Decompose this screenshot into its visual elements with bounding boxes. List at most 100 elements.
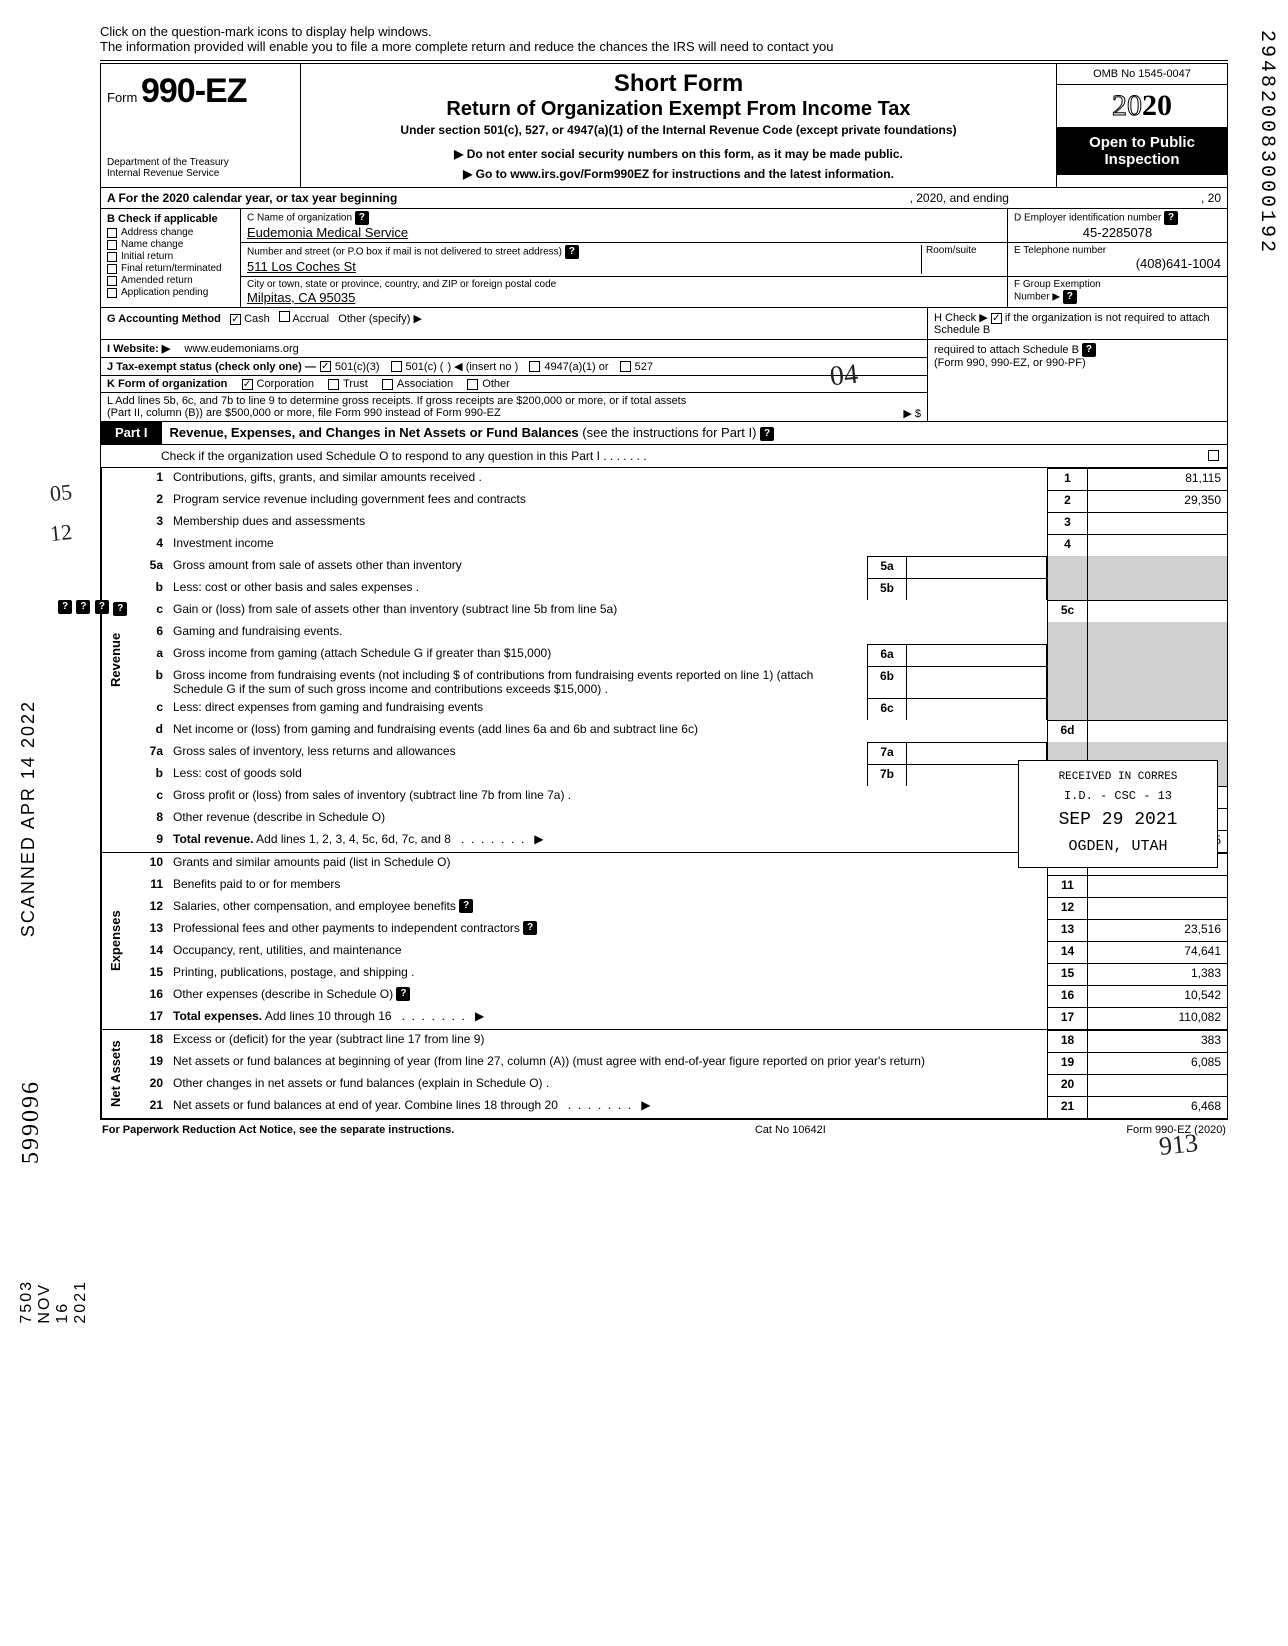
net-assets-section: Net Assets 18Excess or (deficit) for the…	[100, 1030, 1228, 1119]
chk-schedule-o[interactable]	[1208, 450, 1219, 461]
line-right-no-shade	[1047, 666, 1087, 698]
line-text: Gaming and fundraising events.	[169, 622, 1047, 644]
chk-501c[interactable]	[391, 361, 402, 372]
line-no: a	[129, 644, 169, 666]
part-1-tag: Part I	[101, 422, 162, 444]
footer-cat-no: Cat No 10642I	[755, 1124, 826, 1136]
help-icon[interactable]: ?	[1063, 290, 1077, 304]
line-right-no: 16	[1047, 985, 1087, 1007]
side-label-net-assets: Net Assets	[101, 1030, 129, 1118]
part-1-header: Part I Revenue, Expenses, and Changes in…	[100, 422, 1228, 445]
k-label: K Form of organization	[107, 378, 227, 390]
l-amount: ▶ $	[903, 407, 921, 420]
g-label: G Accounting Method	[107, 313, 221, 325]
help-icon[interactable]: ?	[565, 245, 579, 259]
line-text: Benefits paid to or for members	[169, 875, 1047, 897]
chk-other-org[interactable]	[467, 379, 478, 390]
line-text: Other expenses (describe in Schedule O) …	[169, 985, 1047, 1007]
addr-label: Number and street (or P.O box if mail is…	[247, 247, 562, 258]
line-right-no: 3	[1047, 512, 1087, 534]
help-icon[interactable]: ?	[396, 987, 410, 1001]
line-17: 17Total expenses. Add lines 10 through 1…	[129, 1007, 1227, 1029]
line-6c: cLess: direct expenses from gaming and f…	[129, 698, 1227, 720]
j-4947: 4947(a)(1) or	[544, 361, 608, 373]
line-right-val: 6,085	[1087, 1052, 1227, 1074]
line-5c: cGain or (loss) from sale of assets othe…	[129, 600, 1227, 622]
line-no: 1	[129, 468, 169, 490]
row-a-label: A For the 2020 calendar year, or tax yea…	[101, 188, 403, 208]
mini-line-val[interactable]	[907, 666, 1047, 698]
line-5a: 5aGross amount from sale of assets other…	[129, 556, 1227, 578]
e-label: E Telephone number	[1014, 245, 1106, 256]
chk-cash[interactable]: ✓	[230, 314, 241, 325]
line-12: 12Salaries, other compensation, and empl…	[129, 897, 1227, 919]
line-text: Total revenue. Add lines 1, 2, 3, 4, 5c,…	[169, 830, 1047, 852]
chk-amended-return[interactable]: Amended return	[107, 275, 234, 286]
help-icon[interactable]: ?	[459, 899, 473, 913]
help-icon[interactable]: ?	[58, 600, 72, 614]
handwritten-04: 04	[828, 359, 859, 394]
k-assoc: Association	[397, 378, 453, 390]
line-no: 8	[129, 808, 169, 830]
dln-number: 294820083000192	[1255, 30, 1278, 255]
chk-initial-return[interactable]: Initial return	[107, 251, 234, 262]
line-right-val-shade	[1087, 666, 1227, 698]
line-text: Less: cost of goods sold	[169, 764, 867, 786]
stamp-date: SEP 29 2021	[1033, 806, 1203, 835]
mini-line-val[interactable]	[907, 644, 1047, 666]
help-icon[interactable]: ?	[1164, 211, 1178, 225]
line-no: 5a	[129, 556, 169, 578]
room-suite-label: Room/suite	[921, 245, 1001, 274]
j-insert-no: ) ◀ (insert no )	[447, 360, 518, 373]
chk-schedule-b[interactable]: ✓	[991, 313, 1002, 324]
city-label: City or town, state or province, country…	[247, 279, 556, 290]
help-icon[interactable]: ?	[523, 921, 537, 935]
line-right-val	[1087, 600, 1227, 622]
line-text: Gross profit or (loss) from sales of inv…	[169, 786, 1047, 808]
help-icon[interactable]: ?	[76, 600, 90, 614]
mini-line-no: 7a	[867, 742, 907, 764]
help-icon[interactable]: ?	[355, 211, 369, 225]
line-right-no: 18	[1047, 1030, 1087, 1052]
line-no: b	[129, 578, 169, 600]
chk-501c3[interactable]: ✓	[320, 361, 331, 372]
line-text: Gross income from gaming (attach Schedul…	[169, 644, 867, 666]
chk-527[interactable]	[620, 361, 631, 372]
line-16: 16Other expenses (describe in Schedule O…	[129, 985, 1227, 1007]
line-right-no: 5c	[1047, 600, 1087, 622]
chk-address-change[interactable]: Address change	[107, 227, 234, 238]
chk-accrual[interactable]	[279, 311, 290, 322]
line-no: 4	[129, 534, 169, 556]
chk-name-change[interactable]: Name change	[107, 239, 234, 250]
section-b-through-f: B Check if applicable Address change Nam…	[100, 209, 1228, 308]
chk-association[interactable]	[382, 379, 393, 390]
page-footer: For Paperwork Reduction Act Notice, see …	[100, 1119, 1228, 1140]
title-section: Under section 501(c), 527, or 4947(a)(1)…	[311, 123, 1046, 137]
dept-block: Department of the Treasury Internal Reve…	[107, 157, 294, 179]
line-no: c	[129, 698, 169, 720]
website-value: www.eudemoniams.org	[184, 343, 298, 355]
chk-trust[interactable]	[328, 379, 339, 390]
help-icon[interactable]: ?	[95, 600, 109, 614]
line-text: Professional fees and other payments to …	[169, 919, 1047, 941]
help-icon[interactable]: ?	[113, 602, 127, 616]
mini-line-val[interactable]	[907, 698, 1047, 720]
mini-line-val[interactable]	[907, 556, 1047, 578]
part-1-title: Revenue, Expenses, and Changes in Net As…	[170, 425, 579, 440]
dept-treasury: Department of the Treasury	[107, 157, 294, 168]
chk-application-pending[interactable]: Application pending	[107, 287, 234, 298]
row-a-end: , 20	[1195, 188, 1227, 208]
line-14: 14Occupancy, rent, utilities, and mainte…	[129, 941, 1227, 963]
help-icon[interactable]: ?	[1082, 343, 1096, 357]
mini-line-val[interactable]	[907, 578, 1047, 600]
chk-4947[interactable]	[529, 361, 540, 372]
line-right-val: 6,468	[1087, 1096, 1227, 1118]
help-icon[interactable]: ?	[760, 427, 774, 441]
chk-final-return[interactable]: Final return/terminated	[107, 263, 234, 274]
line-text: Printing, publications, postage, and shi…	[169, 963, 1047, 985]
line-text: Contributions, gifts, grants, and simila…	[169, 468, 1047, 490]
mini-line-no: 6a	[867, 644, 907, 666]
chk-corporation[interactable]: ✓	[242, 379, 253, 390]
part-1-check-text: Check if the organization used Schedule …	[161, 449, 1208, 463]
f-label: F Group Exemption	[1014, 279, 1101, 290]
